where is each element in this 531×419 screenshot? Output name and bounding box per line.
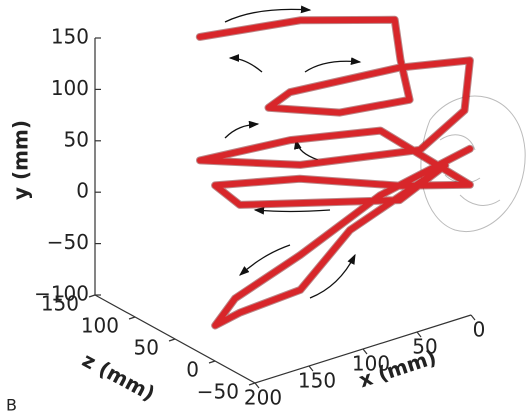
trajectory: [196, 16, 473, 329]
y-tick-label: 50: [64, 127, 89, 151]
x-tick: [254, 382, 260, 389]
direction-arrows: [224, 5, 362, 299]
z-tick-label: 50: [134, 336, 159, 360]
x-tick: [416, 331, 422, 338]
x-tick: [308, 365, 314, 372]
z-tick-label: −50: [197, 380, 239, 404]
z-tick: [128, 316, 136, 320]
y-tick-label: 0: [76, 179, 89, 203]
panel-label: B: [6, 396, 17, 415]
y-tick-label: −50: [47, 230, 89, 254]
x-tick-label: 50: [412, 335, 437, 359]
x-tick-label: 200: [244, 386, 282, 410]
z-tick: [168, 338, 176, 342]
z-tick: [208, 360, 216, 364]
x-tick: [362, 348, 368, 355]
x-tick: [470, 314, 476, 321]
z-tick-label: 150: [41, 292, 79, 316]
x-tick-label: 0: [473, 318, 486, 342]
y-axis-label: y (mm): [9, 120, 33, 200]
z-tick-label: 0: [186, 358, 199, 382]
z-tick: [248, 382, 256, 386]
x-tick-label: 150: [298, 369, 336, 393]
z-tick-label: 100: [81, 314, 119, 338]
x-tick-label: 100: [352, 352, 390, 376]
y-tick-label: 150: [51, 25, 89, 49]
plot-area: [195, 15, 474, 330]
z-tick: [88, 294, 96, 298]
y-tick-label: −100: [34, 282, 89, 306]
y-tick-label: 100: [51, 76, 89, 100]
